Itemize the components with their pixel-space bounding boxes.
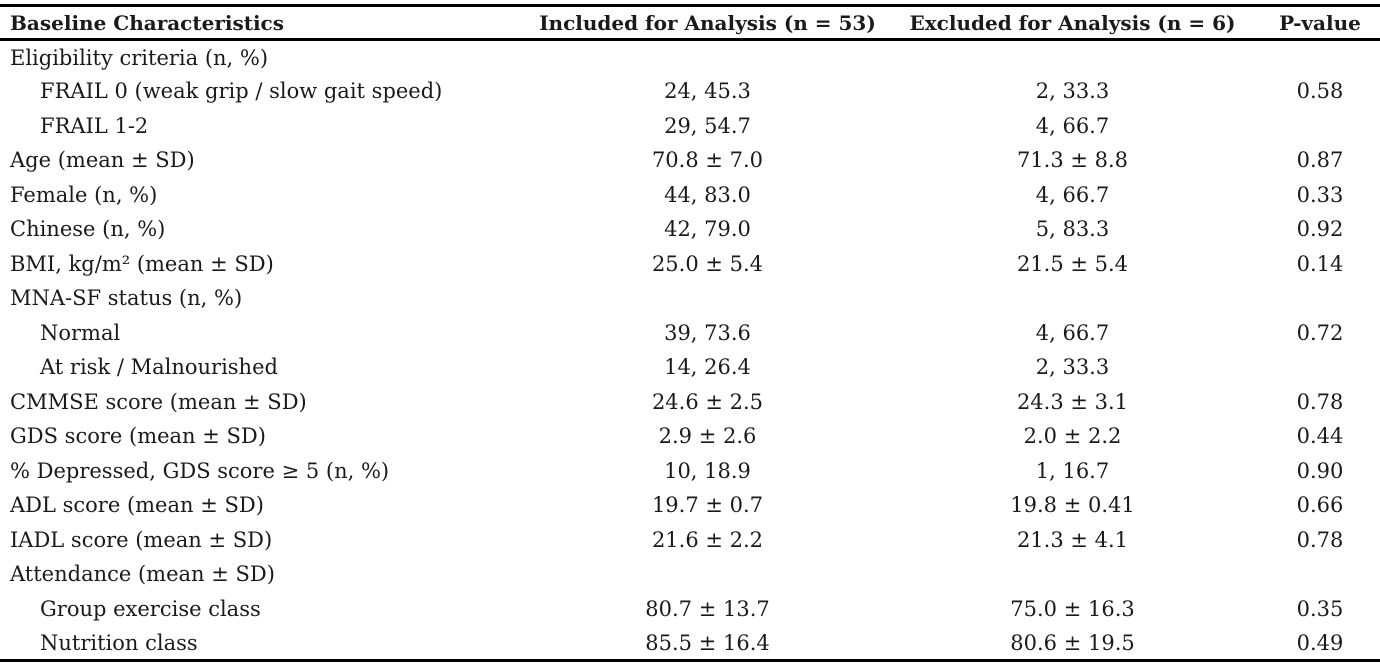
cell-included: 44, 83.0: [664, 182, 751, 207]
cell-included: 19.7 ± 0.7: [651, 493, 764, 518]
cell-excluded: 75.0 ± 16.3: [1010, 596, 1135, 621]
cell-excluded: 71.3 ± 8.8: [1016, 148, 1129, 173]
row-label: ADL score (mean ± SD): [10, 493, 264, 518]
cell-excluded: 2, 33.3: [1035, 355, 1110, 380]
cell-excluded: 80.6 ± 19.5: [885, 626, 1260, 662]
table-row: Normal 39, 73.6 4, 66.7 0.72: [0, 316, 1380, 351]
table-header: Baseline Characteristics Included for An…: [0, 4, 1380, 41]
cell-p-value: 0.14: [1296, 251, 1344, 276]
baseline-characteristics-table: Baseline Characteristics Included for An…: [0, 4, 1380, 662]
cell-p-value: 0.78: [1296, 389, 1344, 414]
cell-included: [530, 557, 885, 592]
cell-p-value: [1260, 557, 1380, 592]
cell-p-value: 0.78: [1296, 527, 1344, 552]
row-label: Chinese (n, %): [10, 217, 166, 242]
cell-p-value: 0.92: [1296, 217, 1344, 242]
row-label: Eligibility criteria (n, %): [10, 45, 269, 70]
table-row: At risk / Malnourished 14, 26.4 2, 33.3: [0, 350, 1380, 385]
cell-excluded: [885, 40, 1260, 75]
row-label: IADL score (mean ± SD): [10, 527, 273, 552]
cell-p-value: 0.90: [1296, 458, 1344, 483]
cell-included: [530, 40, 885, 75]
cell-p-value: 0.35: [1296, 596, 1344, 621]
header-baseline-characteristics: Baseline Characteristics: [0, 4, 530, 41]
cell-p-value: [1260, 40, 1380, 75]
row-label: BMI, kg/m² (mean ± SD): [10, 251, 274, 276]
header-p-value: P-value: [1260, 4, 1380, 41]
header-included: Included for Analysis (n = 53): [530, 4, 885, 41]
header-row: Baseline Characteristics Included for An…: [0, 4, 1380, 41]
row-label: % Depressed, GDS score ≥ 5 (n, %): [10, 458, 390, 483]
cell-p-value: [1260, 350, 1380, 385]
cell-excluded: 24.3 ± 3.1: [1016, 389, 1129, 414]
cell-excluded: 5, 83.3: [1035, 217, 1110, 242]
cell-included: [530, 281, 885, 316]
cell-included: 14, 26.4: [664, 355, 751, 380]
row-label: Group exercise class: [40, 596, 261, 621]
cell-excluded: 21.5 ± 5.4: [1016, 251, 1129, 276]
cell-p-value: 0.49: [1260, 626, 1380, 662]
cell-included: 85.5 ± 16.4: [530, 626, 885, 662]
cell-excluded: 1, 16.7: [1035, 458, 1110, 483]
cell-excluded: [885, 281, 1260, 316]
cell-p-value: 0.58: [1296, 79, 1344, 104]
row-label: At risk / Malnourished: [40, 355, 278, 380]
table-row: GDS score (mean ± SD) 2.9 ± 2.6 2.0 ± 2.2 0…: [0, 419, 1380, 454]
table-row: FRAIL 1-2 29, 54.7 4, 66.7: [0, 109, 1380, 144]
table-row: Eligibility criteria (n, %): [0, 40, 1380, 75]
cell-excluded: 4, 66.7: [1035, 320, 1110, 345]
table-row: Female (n, %) 44, 83.0 4, 66.7 0.33: [0, 178, 1380, 213]
row-label: GDS score (mean ± SD): [10, 424, 266, 449]
row-label: CMMSE score (mean ± SD): [10, 389, 307, 414]
cell-excluded: 2, 33.3: [1035, 79, 1110, 104]
cell-p-value: 0.44: [1296, 424, 1344, 449]
cell-excluded: 2.0 ± 2.2: [1023, 424, 1122, 449]
cell-included: 29, 54.7: [664, 113, 751, 138]
cell-included: 42, 79.0: [664, 217, 751, 242]
row-label: MNA-SF status (n, %): [10, 286, 243, 311]
cell-excluded: 19.8 ± 0.41: [1010, 493, 1135, 518]
cell-included: 21.6 ± 2.2: [651, 527, 764, 552]
cell-included: 70.8 ± 7.0: [651, 148, 764, 173]
cell-p-value: [1260, 281, 1380, 316]
row-label: FRAIL 1-2: [40, 113, 149, 138]
row-label: Normal: [40, 320, 121, 345]
table-row: Nutrition class 85.5 ± 16.4 80.6 ± 19.5 0.4…: [0, 626, 1380, 662]
cell-p-value: [1260, 109, 1380, 144]
row-label: Female (n, %): [10, 182, 158, 207]
cell-excluded: 21.3 ± 4.1: [1016, 527, 1129, 552]
table-row: IADL score (mean ± SD) 21.6 ± 2.2 21.3 ± 4…: [0, 523, 1380, 558]
cell-excluded: [885, 557, 1260, 592]
cell-included: 24.6 ± 2.5: [651, 389, 764, 414]
table-row: MNA-SF status (n, %): [0, 281, 1380, 316]
cell-included: 10, 18.9: [664, 458, 751, 483]
table-row: Group exercise class 80.7 ± 13.7 75.0 ± 16…: [0, 592, 1380, 627]
cell-p-value: 0.87: [1296, 148, 1344, 173]
header-excluded: Excluded for Analysis (n = 6): [885, 4, 1260, 41]
cell-p-value: 0.66: [1296, 493, 1344, 518]
cell-included: 80.7 ± 13.7: [645, 596, 770, 621]
table-row: % Depressed, GDS score ≥ 5 (n, %) 10, 18.…: [0, 454, 1380, 489]
row-label: Age (mean ± SD): [10, 148, 195, 173]
table-row: Attendance (mean ± SD): [0, 557, 1380, 592]
row-label: Nutrition class: [0, 626, 530, 662]
cell-p-value: 0.33: [1296, 182, 1344, 207]
table-row: ADL score (mean ± SD) 19.7 ± 0.7 19.8 ± 0.…: [0, 488, 1380, 523]
cell-included: 2.9 ± 2.6: [658, 424, 757, 449]
cell-included: 24, 45.3: [664, 79, 751, 104]
table-row: BMI, kg/m² (mean ± SD) 25.0 ± 5.4 21.5 ± 5…: [0, 247, 1380, 282]
table-row: FRAIL 0 (weak grip / slow gait speed) 24,…: [0, 74, 1380, 109]
table-row: CMMSE score (mean ± SD) 24.6 ± 2.5 24.3 ± …: [0, 385, 1380, 420]
cell-p-value: 0.72: [1296, 320, 1344, 345]
cell-included: 39, 73.6: [664, 320, 751, 345]
table-row: Chinese (n, %) 42, 79.0 5, 83.3 0.92: [0, 212, 1380, 247]
table-body: Eligibility criteria (n, %) FRAIL 0 (weak…: [0, 40, 1380, 662]
table-row: Age (mean ± SD) 70.8 ± 7.0 71.3 ± 8.8 0.87: [0, 143, 1380, 178]
cell-included: 25.0 ± 5.4: [651, 251, 764, 276]
row-label: FRAIL 0 (weak grip / slow gait speed): [40, 79, 443, 104]
row-label: Attendance (mean ± SD): [10, 562, 275, 587]
cell-excluded: 4, 66.7: [1035, 113, 1110, 138]
cell-excluded: 4, 66.7: [1035, 182, 1110, 207]
